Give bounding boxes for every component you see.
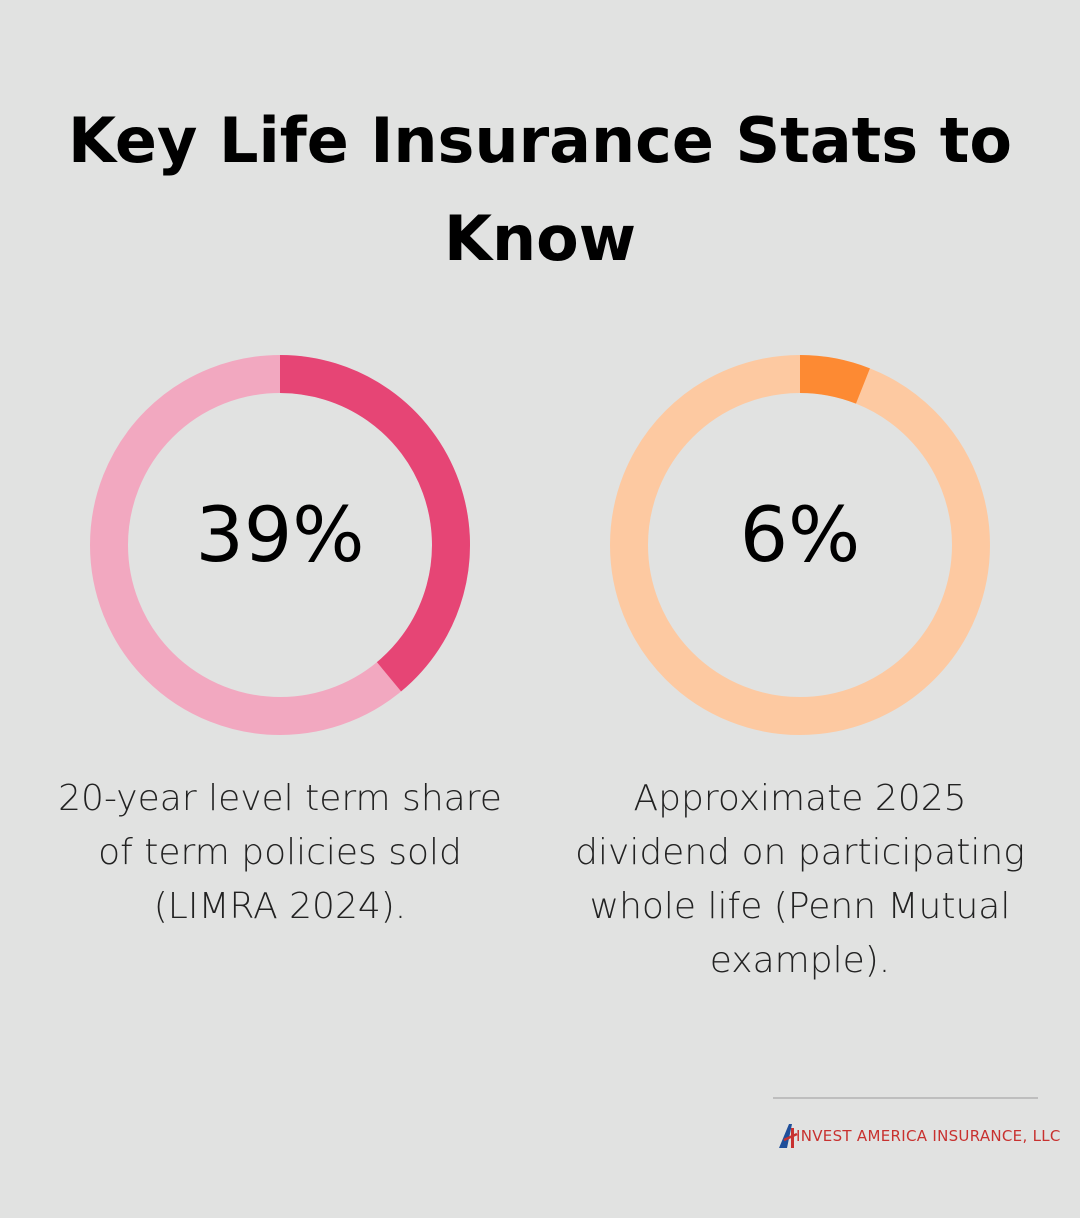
- brand-name: INVEST AMERICA INSURANCE, LLC: [796, 1127, 1061, 1145]
- donut-arc: [279, 355, 470, 692]
- brand-logo: [779, 1124, 798, 1148]
- value-label: 39%: [196, 490, 365, 579]
- page-title: Key Life Insurance Stats to Know: [67, 104, 1013, 275]
- donut-arc: [799, 355, 870, 404]
- caption: Approximate 2025 dividend on participati…: [575, 778, 1025, 981]
- value-label: 6%: [740, 490, 861, 579]
- caption: 20-year level term share of term policie…: [58, 778, 502, 927]
